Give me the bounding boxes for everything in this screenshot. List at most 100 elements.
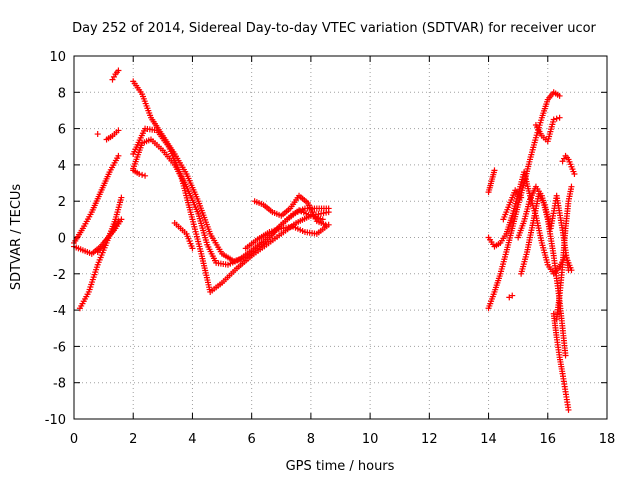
- series-arc-c10: [518, 190, 572, 277]
- data-point: [115, 127, 122, 134]
- data-point: [538, 98, 551, 121]
- data-point: [139, 91, 154, 119]
- series-arc-a3: [76, 194, 125, 312]
- data-point: [556, 114, 563, 121]
- data-point: [100, 234, 112, 248]
- data-point: [204, 241, 219, 264]
- data-point: [94, 243, 106, 256]
- y-tick-label: -4: [53, 304, 66, 319]
- data-point: [491, 167, 498, 174]
- data-point: [183, 230, 195, 249]
- data-point: [562, 152, 571, 161]
- data-point: [568, 183, 575, 190]
- data-point: [269, 209, 283, 218]
- data-point: [500, 204, 512, 223]
- data-point: [106, 155, 121, 176]
- data-point: [491, 241, 502, 250]
- x-tick-label: 14: [480, 432, 497, 447]
- x-tick-label: 12: [421, 432, 438, 447]
- y-tick-label: -10: [45, 413, 66, 428]
- data-point: [153, 127, 171, 148]
- x-tick-label: 0: [70, 432, 78, 447]
- data-point: [112, 69, 120, 78]
- data-point: [518, 251, 530, 277]
- data-point: [550, 310, 560, 338]
- data-point: [313, 223, 330, 237]
- data-point: [509, 204, 521, 232]
- x-tick-label: 4: [188, 432, 196, 447]
- data-point: [233, 254, 253, 272]
- data-point: [115, 67, 122, 74]
- data-point: [521, 198, 533, 225]
- data-point: [524, 222, 536, 256]
- x-tick-label: 2: [129, 432, 137, 447]
- series-arc-a1: [71, 152, 122, 246]
- chart-title: Day 252 of 2014, Sidereal Day-to-day VTE…: [72, 21, 596, 36]
- data-point: [485, 234, 496, 248]
- data-point: [130, 78, 144, 95]
- series-arc-b1: [130, 78, 332, 265]
- series-arc-c11: [500, 187, 525, 223]
- data-point: [565, 156, 574, 168]
- data-point: [248, 239, 265, 254]
- data-point: [512, 187, 523, 199]
- data-point: [568, 163, 577, 175]
- data-point: [293, 213, 312, 226]
- data-point: [142, 172, 149, 179]
- data-point: [559, 227, 572, 271]
- data-point: [287, 194, 301, 212]
- data-point: [509, 193, 521, 219]
- series-arc-c5: [559, 152, 578, 177]
- data-point: [109, 73, 117, 83]
- data-point: [112, 218, 123, 232]
- data-point: [553, 192, 566, 231]
- y-tick-label: 2: [58, 195, 66, 210]
- data-point: [183, 170, 201, 202]
- data-point: [319, 216, 326, 223]
- data-point: [562, 200, 572, 232]
- data-point: [242, 237, 259, 252]
- data-point: [147, 136, 164, 152]
- data-point: [538, 239, 551, 266]
- data-point: [251, 198, 265, 207]
- data-point: [248, 243, 268, 259]
- data-point: [136, 170, 146, 178]
- series-arc-b5: [171, 219, 196, 252]
- data-point: [266, 226, 282, 236]
- x-tick-labels: 0 2 4 6 8 10 12 14 16 18: [70, 432, 615, 447]
- data-point: [85, 264, 100, 295]
- data-point: [497, 233, 508, 246]
- data-point: [171, 219, 182, 230]
- data-point: [71, 243, 84, 253]
- data-point: [147, 114, 165, 137]
- series-arc-b2: [130, 136, 326, 268]
- data-point: [79, 247, 93, 256]
- x-tick-label: 6: [248, 432, 256, 447]
- y-tick-label: 4: [58, 159, 66, 174]
- data-point: [118, 216, 125, 223]
- data-point: [485, 180, 494, 196]
- series-arc-b4: [130, 167, 149, 179]
- y-tick-label: 6: [58, 123, 66, 138]
- data-point: [254, 230, 271, 243]
- data-point: [497, 251, 509, 277]
- data-point: [219, 267, 239, 286]
- data-point: [195, 198, 213, 235]
- data-point: [88, 191, 103, 216]
- data-point: [521, 169, 533, 197]
- data-point: [562, 352, 569, 359]
- data-point: [207, 230, 224, 255]
- y-axis-label: SDTVAR / TECUs: [9, 184, 24, 291]
- data-point: [290, 223, 306, 234]
- data-point: [94, 131, 101, 138]
- data-point: [79, 211, 94, 232]
- data-point: [304, 200, 319, 222]
- data-point: [565, 186, 574, 205]
- data-point: [112, 196, 124, 223]
- data-point: [556, 354, 566, 375]
- data-point: [183, 183, 201, 215]
- series-arc-c7: [485, 167, 498, 196]
- data-point: [219, 250, 235, 263]
- data-point: [177, 225, 188, 236]
